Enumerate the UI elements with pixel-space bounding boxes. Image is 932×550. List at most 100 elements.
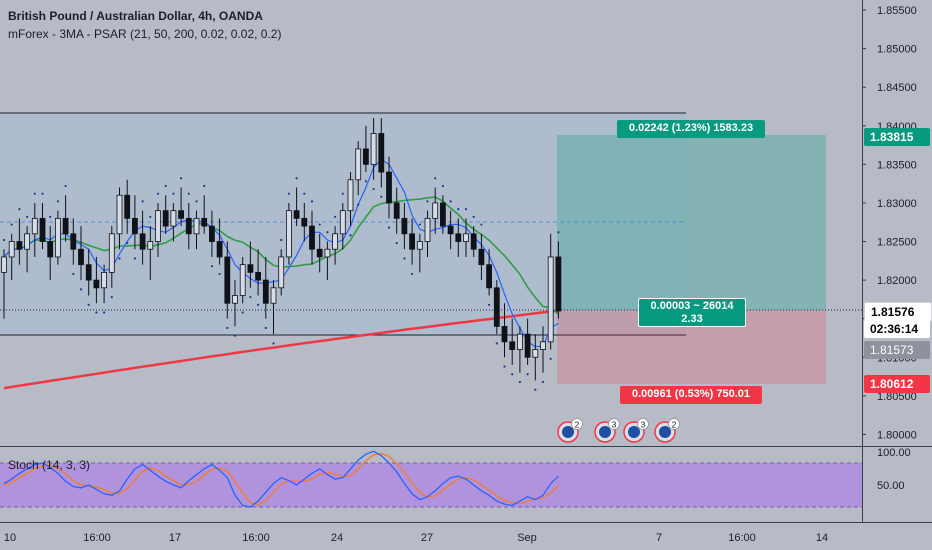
candle-body [332,233,339,250]
candle-body [239,264,246,296]
candle-body [347,179,354,212]
psar-dot [364,180,367,183]
candle-body [124,194,131,219]
psar-dot [557,231,560,234]
psar-dot [18,208,21,211]
psar-dot [411,272,414,276]
candle-body [8,241,15,258]
event-count-text: 2 [575,420,580,430]
profit-zone[interactable] [557,135,826,310]
candle-body [401,217,408,235]
psar-dot [110,295,113,299]
psar-dot [2,238,6,242]
candle-body [555,256,562,312]
psar-dot [210,265,213,268]
psar-dot [380,195,383,198]
candle-body [324,248,331,258]
price-tick-label: 1.82500 [877,237,917,249]
candle-body [355,148,362,181]
time-tick-label: 14 [816,532,828,544]
candles [1,118,562,381]
time-tick-label: 10 [4,532,16,544]
ma200-line [3,309,559,390]
candle-body [285,210,292,258]
psar-dot [295,177,298,180]
psar-dot [56,200,60,203]
psar-dot [495,342,498,345]
stop-loss-label[interactable]: 0.00961 (0.53%) 750.01 [620,386,762,404]
time-tick-label: Sep [517,532,537,544]
psar-dot [149,215,152,218]
price-tick-label: 1.84500 [877,82,917,94]
price-tick-label: 1.80000 [877,429,917,441]
psar-dot [441,184,444,188]
candle-body [201,217,208,227]
price-tick-label: 1.85500 [877,5,917,17]
psar-dot [310,200,314,203]
psar-dot [303,192,306,195]
candle-body [178,210,185,219]
psar-dot [257,303,260,306]
profit-target-label[interactable]: 0.02242 (1.23%) 1583.23 [617,120,765,138]
psar-dot [180,177,183,180]
indicator-legend[interactable]: mForex - 3MA - PSAR (21, 50, 200, 0.02, … [8,27,282,41]
event-count-text: 3 [612,420,617,430]
candle-body [470,233,477,250]
psar-dot [326,231,329,234]
candle-body [39,217,46,242]
psar-dot [549,357,552,360]
psar-dot [126,241,129,245]
psar-dot [403,257,406,260]
psar-dot [95,311,98,314]
psar-dot [464,208,468,211]
candle-body [85,264,92,281]
position-info-line-1: 0.00003 ~ 26014 [650,300,734,312]
time-tick-label: 16:00 [83,532,111,544]
psar-dot [272,342,275,345]
time-tick-label: 16:00 [242,532,270,544]
position-info-label[interactable]: 0.00003 ~ 26014 2.33 [638,298,746,327]
psar-dot [426,200,429,203]
candle-body [78,248,84,266]
stoch-band [0,463,862,507]
candle-body [301,217,308,227]
candle-body [339,210,346,235]
psar-dot [341,192,344,195]
candle-body [224,256,231,304]
psar-dot [72,272,75,276]
psar-dot [526,373,529,376]
candle-body [493,287,500,327]
candle-body [532,349,539,358]
psar-dot [241,311,244,314]
psar-dot [357,203,360,206]
candle-body [216,241,223,258]
position-info-line-2: 2.33 [681,313,703,325]
psar-dot [141,200,144,203]
event-count-badge [668,418,680,430]
candle-body [93,279,100,289]
candle-body [16,241,23,250]
candle-body [386,171,392,204]
price-axis-pane [862,0,932,522]
psar-dot [10,223,13,226]
psar-dot [164,184,167,188]
psar-dot [226,326,229,330]
candle-body [509,341,516,350]
psar-dot [541,380,545,384]
candle-body [208,225,215,242]
candle-body [378,133,385,173]
event-count-badge [637,418,649,430]
candle-body [501,325,508,343]
current-price-tag: 1.81576 [864,302,932,322]
candle-body [309,225,315,250]
candle-body [24,233,31,250]
stoch-legend[interactable]: Stoch (14, 3, 3) [8,458,91,472]
candle-body [432,202,439,219]
psar-dot [472,215,475,218]
candle-body [455,233,462,242]
event-count-badge [608,418,620,430]
candle-body [55,217,61,258]
candle-body [232,295,238,304]
candle-body [547,256,554,343]
